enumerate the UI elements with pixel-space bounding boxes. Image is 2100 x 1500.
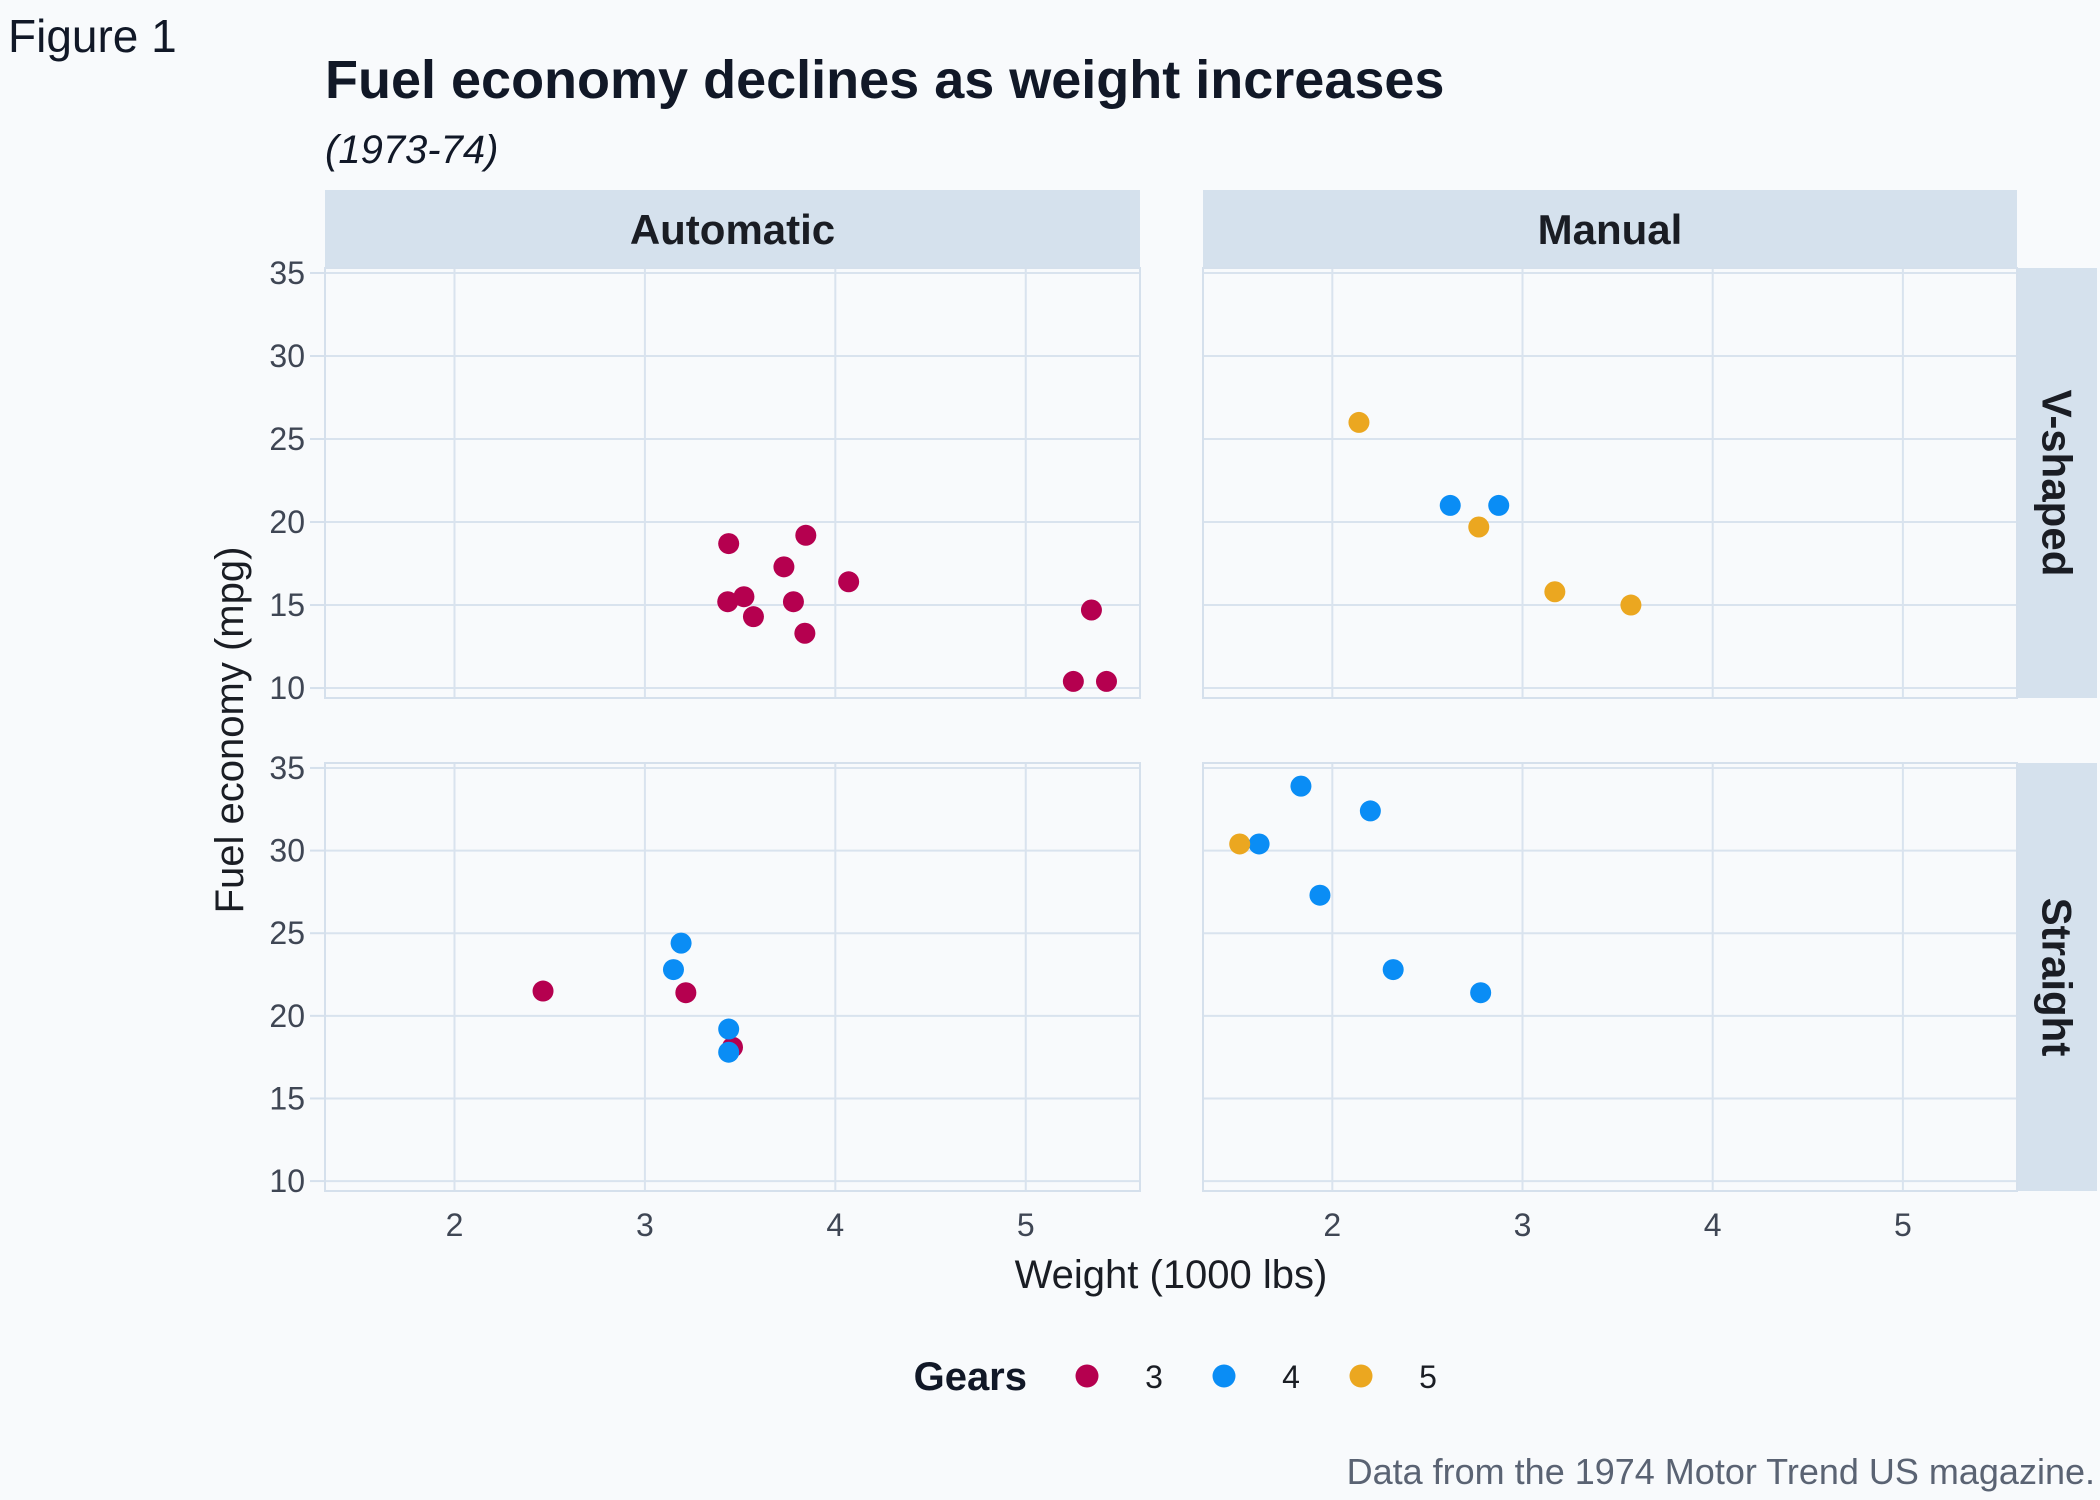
facet-strip-straight bbox=[2017, 763, 2097, 1191]
data-point-gear-3 bbox=[1062, 670, 1084, 692]
y-tick-label: 15 bbox=[269, 587, 305, 623]
y-axis-label: Fuel economy (mpg) bbox=[208, 547, 252, 914]
legend-label-gear-4: 4 bbox=[1282, 1359, 1300, 1395]
legend-title: Gears bbox=[914, 1355, 1027, 1399]
data-point-gear-3 bbox=[532, 980, 554, 1002]
y-tick-label: 15 bbox=[269, 1080, 305, 1116]
data-point-gear-4 bbox=[718, 1041, 740, 1063]
data-point-gear-3 bbox=[795, 524, 817, 546]
data-point-gear-3 bbox=[773, 556, 795, 578]
data-point-gear-4 bbox=[1439, 494, 1461, 516]
data-point-gear-4 bbox=[1248, 833, 1270, 855]
x-tick-label: 4 bbox=[826, 1207, 844, 1243]
facet-strip-v-shaped bbox=[2017, 268, 2097, 698]
data-point-gear-5 bbox=[1229, 833, 1251, 855]
data-point-gear-3 bbox=[1080, 599, 1102, 621]
y-tick-label: 30 bbox=[269, 338, 305, 374]
y-tick-label: 10 bbox=[269, 670, 305, 706]
panel-border bbox=[1202, 267, 2018, 699]
data-point-gear-4 bbox=[1382, 959, 1404, 981]
x-tick-label: 4 bbox=[1704, 1207, 1722, 1243]
legend-key-gear-5 bbox=[1349, 1364, 1373, 1388]
data-point-gear-4 bbox=[1470, 982, 1492, 1004]
data-point-gear-3 bbox=[675, 982, 697, 1004]
data-point-gear-3 bbox=[717, 591, 739, 613]
data-point-gear-5 bbox=[1348, 411, 1370, 433]
facet-strip-manual bbox=[1203, 190, 2017, 268]
x-tick-label: 2 bbox=[446, 1207, 464, 1243]
data-point-gear-4 bbox=[1309, 884, 1331, 906]
data-point-gear-3 bbox=[782, 591, 804, 613]
data-point-gear-4 bbox=[718, 1018, 740, 1040]
data-point-gear-4 bbox=[1488, 494, 1510, 516]
y-tick-label: 10 bbox=[269, 1163, 305, 1199]
legend-key-gear-4 bbox=[1212, 1364, 1236, 1388]
panel-border bbox=[1202, 762, 2018, 1192]
x-tick-label: 3 bbox=[636, 1207, 654, 1243]
data-point-gear-5 bbox=[1468, 516, 1490, 538]
x-tick-label: 2 bbox=[1323, 1207, 1341, 1243]
y-tick-label: 20 bbox=[269, 504, 305, 540]
x-tick-label: 5 bbox=[1017, 1207, 1035, 1243]
facet-label-v-shaped: V-shaped bbox=[2034, 390, 2081, 577]
y-tick-label: 35 bbox=[269, 255, 305, 291]
legend-key-gear-3 bbox=[1075, 1364, 1099, 1388]
data-point-gear-3 bbox=[742, 606, 764, 628]
x-tick-label: 5 bbox=[1894, 1207, 1912, 1243]
facet-label-manual: Manual bbox=[1538, 206, 1683, 253]
data-point-gear-3 bbox=[794, 622, 816, 644]
chart-subtitle: (1973-74) bbox=[325, 128, 498, 172]
x-tick-label: 3 bbox=[1514, 1207, 1532, 1243]
chart-title: Fuel economy declines as weight increase… bbox=[325, 50, 1444, 110]
y-tick-label: 25 bbox=[269, 421, 305, 457]
data-point-gear-3 bbox=[718, 533, 740, 555]
data-point-gear-3 bbox=[733, 586, 755, 608]
data-point-gear-4 bbox=[1290, 775, 1312, 797]
data-point-gear-3 bbox=[838, 571, 860, 593]
y-tick-label: 30 bbox=[269, 833, 305, 869]
y-tick-label: 25 bbox=[269, 915, 305, 951]
data-point-gear-3 bbox=[1095, 670, 1117, 692]
y-tick-label: 35 bbox=[269, 750, 305, 786]
y-tick-label: 20 bbox=[269, 998, 305, 1034]
data-point-gear-4 bbox=[670, 932, 692, 954]
facet-label-automatic: Automatic bbox=[630, 206, 835, 253]
data-point-gear-5 bbox=[1620, 594, 1642, 616]
x-axis-label: Weight (1000 lbs) bbox=[1015, 1253, 1328, 1297]
legend-label-gear-3: 3 bbox=[1145, 1359, 1163, 1395]
panel-border bbox=[324, 267, 1141, 699]
legend-label-gear-5: 5 bbox=[1419, 1359, 1437, 1395]
panel-border bbox=[324, 762, 1141, 1192]
data-point-gear-5 bbox=[1544, 581, 1566, 603]
data-point-gear-4 bbox=[662, 959, 684, 981]
figure-label: Figure 1 bbox=[8, 10, 177, 62]
facet-strip-automatic bbox=[325, 190, 1140, 268]
chart-caption: Data from the 1974 Motor Trend US magazi… bbox=[1347, 1451, 2095, 1492]
facet-label-straight: Straight bbox=[2034, 898, 2081, 1057]
data-point-gear-4 bbox=[1359, 800, 1381, 822]
